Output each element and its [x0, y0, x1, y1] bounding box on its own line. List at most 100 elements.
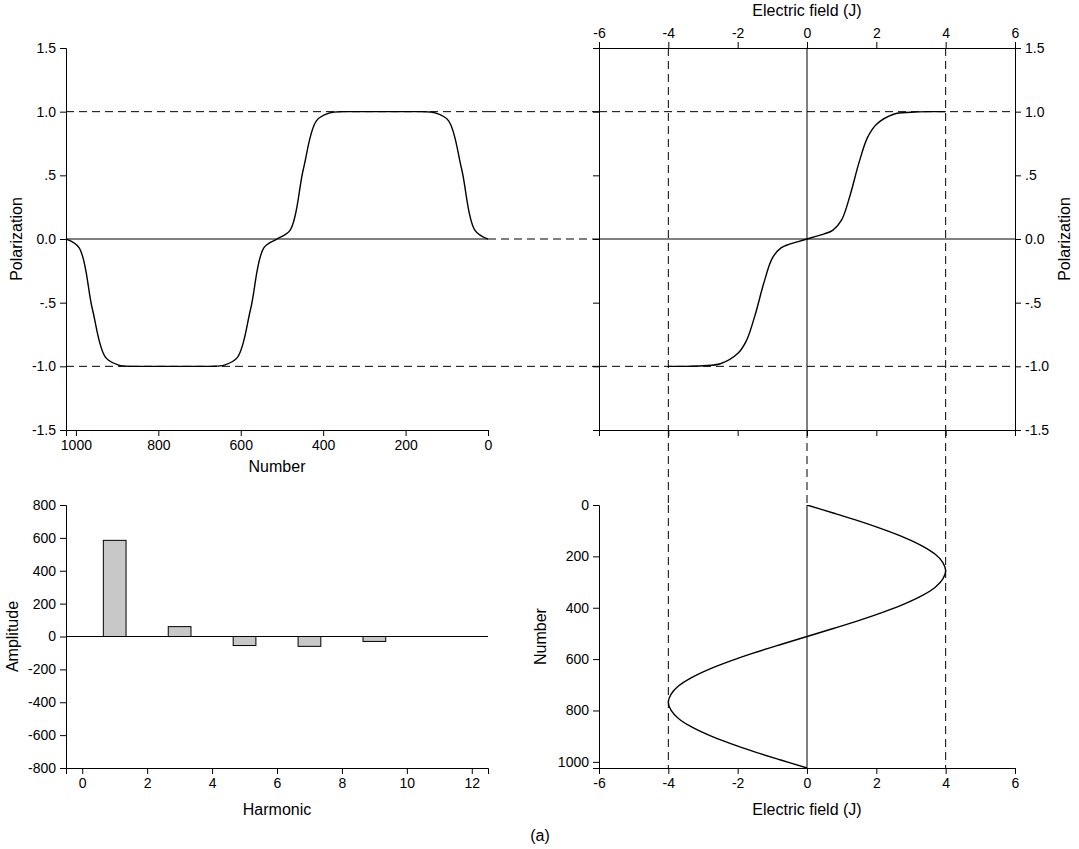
tick — [593, 303, 599, 304]
tick-mark — [472, 768, 473, 774]
tick-mark — [593, 762, 599, 763]
tick-label: 0.0 — [1025, 231, 1045, 247]
tick-mark — [407, 768, 408, 774]
tick: 8 — [339, 768, 347, 791]
tick-mark — [593, 48, 599, 49]
tick-mark — [593, 505, 599, 506]
tick: -.5 — [1015, 295, 1042, 311]
axis-line — [1016, 49, 1022, 431]
tick-mark — [599, 42, 600, 48]
tick: 400 — [312, 430, 336, 453]
tick-label: 8 — [339, 775, 347, 791]
axis: -6-4-20246 — [593, 768, 1019, 791]
tick-mark — [1015, 768, 1016, 774]
reference-line — [668, 48, 669, 430]
reference-line — [945, 505, 946, 768]
axis-line — [600, 42, 1016, 49]
tick: -200 — [28, 661, 66, 677]
tick: 1.5 — [1015, 40, 1045, 56]
reference-lines — [66, 112, 488, 367]
tick: -1.5 — [32, 422, 66, 438]
axis-line — [60, 49, 67, 431]
axis: 024681012 — [67, 768, 489, 791]
axis: -1.5-1.0-.50.0.51.01.5 — [32, 40, 67, 438]
tick: -4 — [663, 25, 676, 48]
tick-label: 1000 — [61, 437, 92, 453]
tick-mark — [593, 659, 599, 660]
tick: 0 — [804, 25, 812, 48]
tick-label: 0 — [804, 775, 812, 791]
tick-label: 600 — [566, 651, 590, 667]
tick: 400 — [33, 563, 66, 579]
tick: -1.0 — [1015, 358, 1049, 374]
tick: 600 — [566, 651, 599, 667]
tick: -800 — [28, 760, 66, 776]
tick-label: 200 — [566, 548, 590, 564]
tick: 400 — [566, 600, 599, 616]
tick-label: 400 — [566, 600, 590, 616]
tick: 800 — [566, 702, 599, 718]
tick: 600 — [33, 530, 66, 546]
axis-title: Electric field (J) — [752, 801, 861, 818]
tick: 1000 — [558, 754, 599, 770]
tick-label: .5 — [44, 167, 56, 183]
tick: 4 — [209, 768, 217, 791]
tick: .5 — [1015, 167, 1037, 183]
tick: 12 — [464, 768, 480, 791]
reference-line — [488, 366, 599, 367]
panel: -800-600-400-2000200400600800024681012 — [28, 497, 489, 791]
tick-label: -1.0 — [1025, 358, 1049, 374]
tick: -6 — [593, 768, 606, 791]
tick-label: -.5 — [1025, 295, 1042, 311]
reference-line — [807, 430, 808, 505]
tick — [876, 430, 877, 436]
reference-lines — [599, 48, 1015, 430]
tick-label: 6 — [274, 775, 282, 791]
axis-line — [67, 431, 489, 437]
tick-label: 1.5 — [1025, 40, 1045, 56]
tick-mark — [147, 768, 148, 774]
tick-mark — [323, 430, 324, 436]
axis-title: Number — [532, 607, 549, 665]
marks — [66, 112, 488, 367]
tick: 800 — [33, 497, 66, 513]
tick: -.5 — [40, 295, 66, 311]
tick-label: 2 — [144, 775, 152, 791]
tick: .5 — [44, 167, 66, 183]
tick: 4 — [942, 768, 950, 791]
tick-mark — [593, 303, 599, 304]
panel: 02004006008001000-6-4-20246 — [558, 497, 1020, 791]
tick-mark — [60, 48, 66, 49]
tick-mark — [60, 175, 66, 176]
tick-label: 4 — [209, 775, 217, 791]
tick-label: 1000 — [558, 754, 589, 770]
tick: -1.5 — [1015, 422, 1049, 438]
tick: 4 — [942, 25, 950, 48]
tick-mark — [60, 735, 66, 736]
tick: 200 — [33, 596, 66, 612]
tick-mark — [60, 303, 66, 304]
tick-label: 600 — [230, 437, 254, 453]
tick-label: -1.5 — [1025, 422, 1049, 438]
tick-mark — [946, 42, 947, 48]
tick-mark — [1015, 112, 1021, 113]
tick-mark — [60, 239, 66, 240]
tick-label: -6 — [593, 25, 606, 41]
tick: 0 — [485, 430, 493, 453]
tick-label: 800 — [147, 437, 171, 453]
tick-mark — [1015, 239, 1021, 240]
line — [668, 505, 945, 768]
tick: -400 — [28, 694, 66, 710]
axis-line — [593, 506, 600, 769]
marks — [103, 540, 385, 646]
tick-mark — [60, 505, 66, 506]
tick-mark — [1015, 303, 1021, 304]
tick: 2 — [873, 768, 881, 791]
tick-mark — [807, 42, 808, 48]
tick-mark — [60, 112, 66, 113]
tick — [593, 48, 599, 49]
tick: 10 — [400, 768, 416, 791]
axis: 02004006008001000 — [558, 497, 600, 770]
tick: 1.5 — [37, 40, 66, 56]
tick-label: 0 — [48, 628, 56, 644]
